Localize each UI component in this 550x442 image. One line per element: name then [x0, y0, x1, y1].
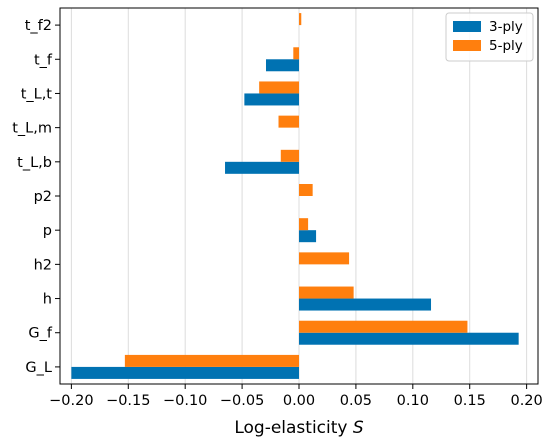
- bar-5-ply-t_L,m: [278, 115, 299, 128]
- legend-swatch: [453, 40, 481, 51]
- x-tick-label: 0.05: [340, 393, 372, 409]
- bar-3-ply-G_f: [299, 332, 519, 345]
- y-tick-label: h2: [34, 257, 52, 273]
- y-tick-label: h: [43, 292, 52, 308]
- y-tick-label: t_L,m: [12, 121, 52, 137]
- x-axis-title-symbol: S: [353, 418, 364, 438]
- x-tick-label: 0.15: [454, 393, 486, 409]
- y-tick-label: p: [43, 223, 52, 239]
- y-axis: G_L G_f h h2 p p2 t_L,b t_L,m t_L,t t_f t_f2: [12, 18, 60, 376]
- y-tick-label: p2: [34, 189, 52, 205]
- bar-5-ply-p2: [299, 184, 313, 196]
- bar-5-ply-p: [299, 218, 309, 231]
- bar-3-ply-t_f: [265, 59, 299, 72]
- x-tick-label: −0.10: [163, 393, 207, 409]
- bar-3-ply-G_L: [71, 366, 299, 379]
- x-axis-title: Log-elasticity S: [234, 418, 364, 438]
- bars: [71, 13, 519, 379]
- bar-5-ply-t_f2: [299, 13, 302, 26]
- legend-label: 3-ply: [489, 19, 523, 35]
- y-tick-label: G_f: [28, 326, 52, 342]
- bar-5-ply-G_f: [299, 320, 468, 333]
- x-tick-label: 0.00: [283, 393, 315, 409]
- y-tick-label: t_f: [34, 52, 53, 68]
- y-tick-label: G_L: [25, 360, 52, 376]
- y-tick-label: t_L,t: [21, 86, 53, 102]
- bar-3-ply-t_L,t: [244, 93, 299, 106]
- bar-3-ply-p: [299, 230, 317, 243]
- y-tick-label: t_L,b: [17, 155, 52, 171]
- y-tick-label: t_f2: [25, 18, 52, 34]
- x-axis-title-text: Log-elasticity: [234, 418, 353, 438]
- x-tick-label: −0.20: [49, 393, 93, 409]
- legend-label: 5-ply: [489, 38, 523, 54]
- legend-swatch: [453, 21, 481, 32]
- bar-5-ply-t_f: [293, 47, 299, 60]
- x-tick-label: 0.20: [510, 393, 542, 409]
- bar-5-ply-h: [299, 286, 354, 299]
- bar-3-ply-h: [299, 298, 432, 311]
- bar-5-ply-t_L,b: [280, 149, 299, 162]
- x-tick-label: −0.15: [106, 393, 150, 409]
- bar-3-ply-t_L,b: [225, 161, 299, 174]
- bar-5-ply-t_L,t: [259, 81, 299, 94]
- x-tick-label: 0.10: [397, 393, 429, 409]
- bar-5-ply-G_L: [124, 354, 299, 367]
- legend: 3-ply 5-ply: [445, 12, 534, 62]
- x-tick-label: −0.05: [220, 393, 264, 409]
- bar-5-ply-h2: [299, 252, 350, 265]
- x-axis: −0.20 −0.15 −0.10 −0.05 0.00 0.05 0.10 0.15 0.20: [49, 384, 543, 409]
